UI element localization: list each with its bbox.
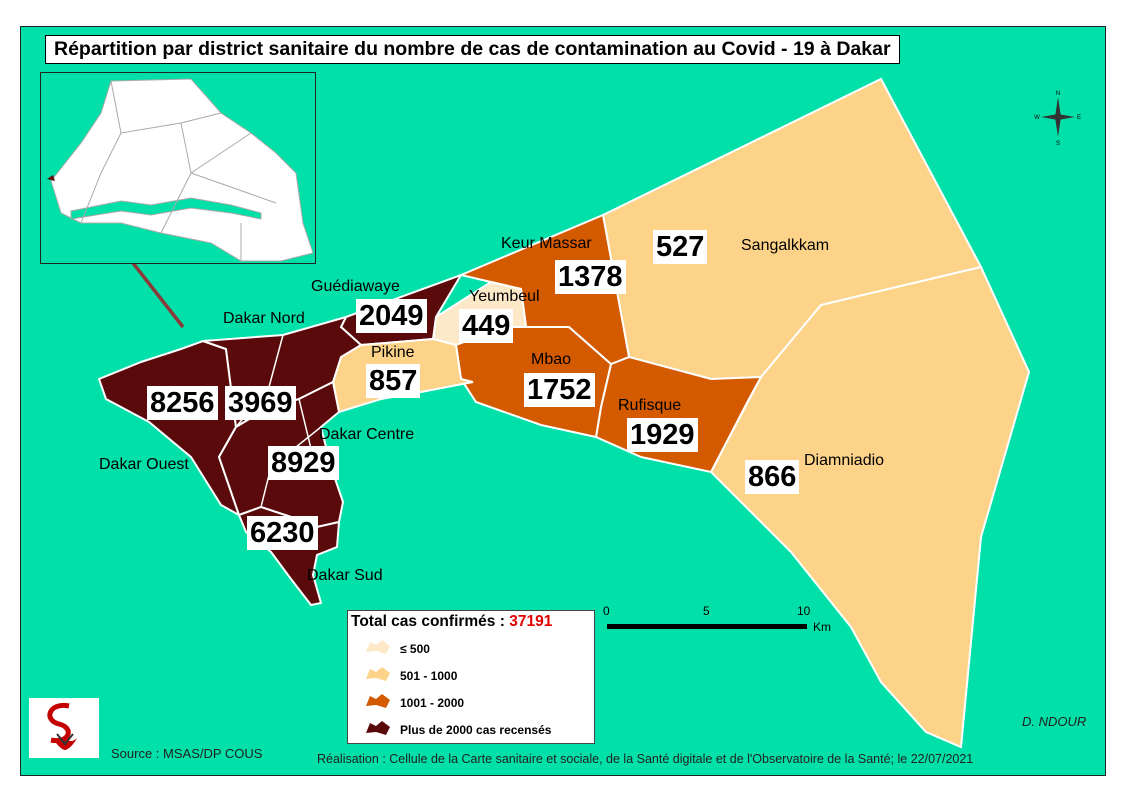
district-label-keur-massar: Keur Massar bbox=[501, 235, 592, 252]
legend-title: Total cas confirmés : 37191 bbox=[351, 613, 552, 631]
scale-unit: Km bbox=[813, 620, 831, 634]
district-label-mbao: Mbao bbox=[531, 351, 572, 368]
case-count-dakar-ouest: 8256 bbox=[147, 386, 218, 420]
senegal-inset-map bbox=[40, 72, 316, 264]
district-label-diamniadio: Diamniadio bbox=[804, 452, 885, 469]
district-label-sangalkkam: Sangalkkam bbox=[741, 237, 830, 254]
case-count-diamniadio: 866 bbox=[745, 460, 800, 494]
case-count-rufisque: 1929 bbox=[627, 418, 698, 452]
case-count-dakar-sud: 6230 bbox=[247, 516, 318, 550]
compass-w: W bbox=[1034, 115, 1040, 121]
legend-item-label: 1001 - 2000 bbox=[400, 696, 465, 710]
legend-total-value: 37191 bbox=[509, 613, 553, 630]
case-count-guediawaye: 2049 bbox=[356, 299, 427, 333]
scale-bar-line bbox=[607, 624, 807, 629]
district-label-dakar-centre: Dakar Centre bbox=[319, 426, 415, 443]
legend-item-label: Plus de 2000 cas recensés bbox=[400, 723, 552, 737]
legend-swatch-icon bbox=[366, 667, 390, 681]
district-label-dakar-ouest: Dakar Ouest bbox=[99, 456, 189, 473]
compass-e: E bbox=[1077, 115, 1081, 121]
map-title: Répartition par district sanitaire du no… bbox=[45, 35, 900, 64]
district-label-rufisque: Rufisque bbox=[618, 397, 682, 414]
senegal-inset-shape bbox=[47, 78, 314, 262]
district-diamniadio-shape bbox=[709, 265, 1031, 749]
case-count-sangalkkam: 527 bbox=[653, 230, 708, 264]
legend-item-label: 501 - 1000 bbox=[400, 669, 458, 683]
legend-item-label: ≤ 500 bbox=[400, 642, 430, 656]
msas-logo bbox=[29, 698, 99, 758]
district-label-dakar-nord: Dakar Nord bbox=[223, 310, 305, 327]
legend-total-label: Total cas confirmés : bbox=[351, 613, 505, 630]
legend-swatch-icon bbox=[366, 721, 390, 735]
map-frame: Répartition par district sanitaire du no… bbox=[20, 26, 1106, 776]
case-count-keur-massar: 1378 bbox=[555, 260, 626, 294]
legend-swatch-icon bbox=[366, 694, 390, 708]
district-label-dakar-sud: Dakar Sud bbox=[307, 567, 383, 584]
district-label-guediawaye: Guédiawaye bbox=[311, 278, 400, 295]
district-label-yeumbeul: Yeumbeul bbox=[469, 288, 540, 305]
scale-tick-0: 0 bbox=[603, 604, 610, 618]
scale-tick-5: 5 bbox=[703, 604, 710, 618]
scale-tick-10: 10 bbox=[797, 604, 811, 618]
district-dakar-ouest-shape bbox=[97, 339, 241, 518]
map-legend: Total cas confirmés : 37191 ≤ 500 501 - … bbox=[347, 610, 595, 744]
compass-s: S bbox=[1056, 141, 1060, 147]
district-label-pikine: Pikine bbox=[371, 344, 415, 361]
case-count-mbao: 1752 bbox=[524, 373, 595, 407]
compass-rose-icon: N S E W bbox=[1033, 87, 1083, 147]
author-credit: D. NDOUR bbox=[1022, 714, 1087, 729]
realisation-text: Réalisation : Cellule de la Carte sanita… bbox=[317, 752, 974, 766]
compass-n: N bbox=[1056, 91, 1060, 97]
case-count-dakar-nord: 3969 bbox=[225, 386, 296, 420]
source-text: Source : MSAS/DP COUS bbox=[111, 746, 263, 761]
case-count-yeumbeul: 449 bbox=[459, 309, 514, 343]
legend-swatch-icon bbox=[366, 640, 390, 654]
case-count-dakar-centre: 8929 bbox=[268, 446, 339, 480]
case-count-pikine: 857 bbox=[366, 364, 421, 398]
